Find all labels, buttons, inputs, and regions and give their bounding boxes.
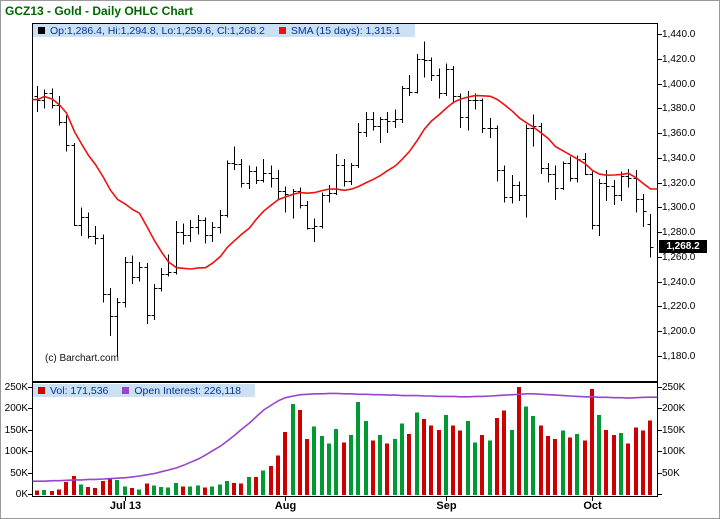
price-tick-label: 1,200.0 [662,326,696,337]
price-tick-label: 1,380.0 [662,103,696,114]
price-tick-label: 1,320.0 [662,178,696,189]
volume-tick-label: 150K [4,425,28,436]
ohlc-legend-text: Op:1,286.4, Hi:1,294.8, Lo:1,259.6, Cl:1… [50,24,265,37]
price-legend: Op:1,286.4, Hi:1,294.8, Lo:1,259.6, Cl:1… [33,24,415,37]
axis-tick-marks [28,34,662,501]
price-tick-label: 1,340.0 [662,153,696,164]
last-price-badge: 1,268.2 [659,240,707,253]
volume-tick-label: 200K [4,403,28,414]
open-interest-line [32,392,658,482]
price-tick-label: 1,280.0 [662,227,696,238]
sma-legend-swatch-icon [278,27,286,34]
price-tick-label: 1,420.0 [662,54,696,65]
volume-tick-label: 100K [662,446,686,457]
sma-legend-text: SMA (15 days): 1,315.1 [290,24,401,37]
date-label: Aug [274,500,297,512]
volume-legend: Vol: 171,536 Open Interest: 226,118 [33,384,256,397]
volume-tick-label: 0K [15,489,28,500]
ohlc-legend-swatch-icon [38,27,45,34]
volume-tick-label: 50K [662,468,680,479]
volume-tick-label: 250K [4,382,28,393]
volume-legend-text: Vol: 171,536 [50,384,109,397]
volume-bars [35,387,652,495]
price-tick-label: 1,440.0 [662,29,696,40]
ohlc-bars [34,41,654,358]
price-tick-label: 1,260.0 [662,252,696,263]
sma-line [32,94,658,270]
price-tick-label: 1,400.0 [662,79,696,90]
open-interest-legend-swatch-icon [122,387,130,394]
chart-title: GCZ13 - Gold - Daily OHLC Chart [5,4,194,18]
date-label: Oct [583,500,602,512]
price-tick-label: 1,220.0 [662,301,696,312]
price-tick-label: 1,300.0 [662,202,696,213]
volume-tick-label: 250K [662,382,686,393]
date-label: Sep [436,500,457,512]
volume-legend-swatch-icon [38,387,45,394]
price-tick-label: 1,240.0 [662,277,696,288]
volume-tick-label: 100K [4,446,28,457]
copyright-text: (c) Barchart.com [45,353,119,364]
open-interest-legend-text: Open Interest: 226,118 [134,384,242,397]
volume-tick-label: 50K [10,468,28,479]
date-label: Jul 13 [109,500,142,512]
panel-borders [32,23,658,497]
volume-tick-label: 150K [662,425,686,436]
price-tick-label: 1,180.0 [662,351,696,362]
price-tick-label: 1,360.0 [662,128,696,139]
volume-tick-label: 200K [662,403,686,414]
